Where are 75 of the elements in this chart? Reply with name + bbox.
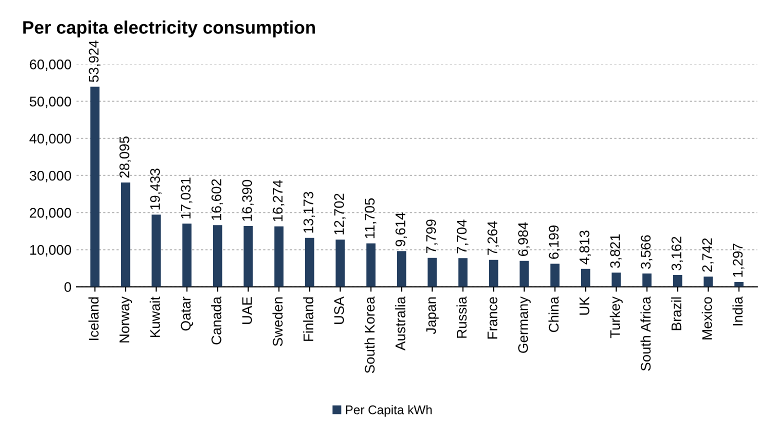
x-tick-label: Qatar <box>180 296 194 331</box>
bar <box>520 260 529 287</box>
text: 9,614 <box>395 212 407 246</box>
bar <box>152 214 161 287</box>
text: 28,095 <box>119 136 131 178</box>
bar <box>458 258 468 287</box>
x-tick-label: UK <box>580 296 590 315</box>
x-tick-label: Australia <box>395 296 406 350</box>
y-tick-label: 10,000 <box>30 245 72 256</box>
text: 7,799 <box>426 220 438 253</box>
x-tick-label: Turkey <box>610 296 623 338</box>
bar <box>182 224 192 287</box>
x-tick-label: South Africa <box>640 296 651 371</box>
y-tick-label: 50,000 <box>30 96 72 108</box>
x-tick-label: Germany <box>518 296 531 353</box>
bar <box>642 274 652 287</box>
chart-title: Per capita electricity consumption <box>23 20 315 38</box>
x-tick-label: Kuwait <box>150 296 160 338</box>
x-tick-label: India <box>732 296 743 326</box>
x-tick-label: Sweden <box>272 297 283 346</box>
text: 3,566 <box>640 235 652 269</box>
bar <box>734 282 744 287</box>
x-tick-label: Japan <box>426 297 439 334</box>
bar <box>244 226 253 287</box>
bar <box>212 225 222 287</box>
x-tick-label: China <box>548 296 559 332</box>
x-tick-label: Norway <box>120 296 132 342</box>
bar <box>120 182 130 287</box>
text: 13,173 <box>303 192 315 233</box>
text: 7,264 <box>487 221 499 255</box>
x-tick-label: UAE <box>242 297 252 324</box>
x-tick-label: Russia <box>456 296 467 338</box>
text: 1,297 <box>732 244 744 277</box>
text: 3,821 <box>610 234 622 268</box>
text: 12,702 <box>334 194 346 234</box>
bar <box>336 240 345 287</box>
bar <box>366 243 376 287</box>
x-tick-label: USA <box>334 296 344 324</box>
text: 4,813 <box>579 230 591 264</box>
bar <box>274 226 284 287</box>
text: 6,984 <box>518 222 530 256</box>
x-tick-label: Iceland <box>88 297 99 340</box>
x-tick-label: France <box>488 297 498 339</box>
y-tick-label: 20,000 <box>30 208 72 220</box>
bar <box>488 260 498 287</box>
bar <box>673 275 682 287</box>
bar <box>704 276 713 287</box>
legend-label: Per Capita kWh <box>346 405 432 417</box>
y-tick-label: 60,000 <box>30 60 72 72</box>
bar <box>90 86 100 287</box>
text: 53,924 <box>88 40 100 82</box>
text: 2,742 <box>702 238 714 272</box>
x-tick-label: South Korea <box>364 296 375 374</box>
x-tick-label: Canada <box>211 296 222 344</box>
x-tick-label: Brazil <box>671 297 682 330</box>
bar <box>581 268 590 287</box>
x-tick-label: Finland <box>303 297 314 341</box>
text: 11,705 <box>364 198 376 238</box>
y-tick-label: 0 <box>64 282 72 292</box>
text: 7,704 <box>456 220 468 254</box>
text: 3,162 <box>672 236 683 270</box>
x-tick-label: Mexico <box>702 297 712 340</box>
text: 6,199 <box>548 226 560 259</box>
bar <box>396 251 406 287</box>
bar <box>612 272 621 287</box>
y-tick-label: 40,000 <box>29 134 72 146</box>
text: 16,274 <box>272 180 284 222</box>
text: 16,602 <box>211 179 223 220</box>
bar <box>304 238 314 287</box>
text: 19,433 <box>150 168 162 210</box>
bar <box>550 264 560 287</box>
text: 17,031 <box>180 178 192 218</box>
text: 16,390 <box>242 180 254 221</box>
y-tick-label: 30,000 <box>30 170 72 182</box>
bar <box>428 258 437 287</box>
